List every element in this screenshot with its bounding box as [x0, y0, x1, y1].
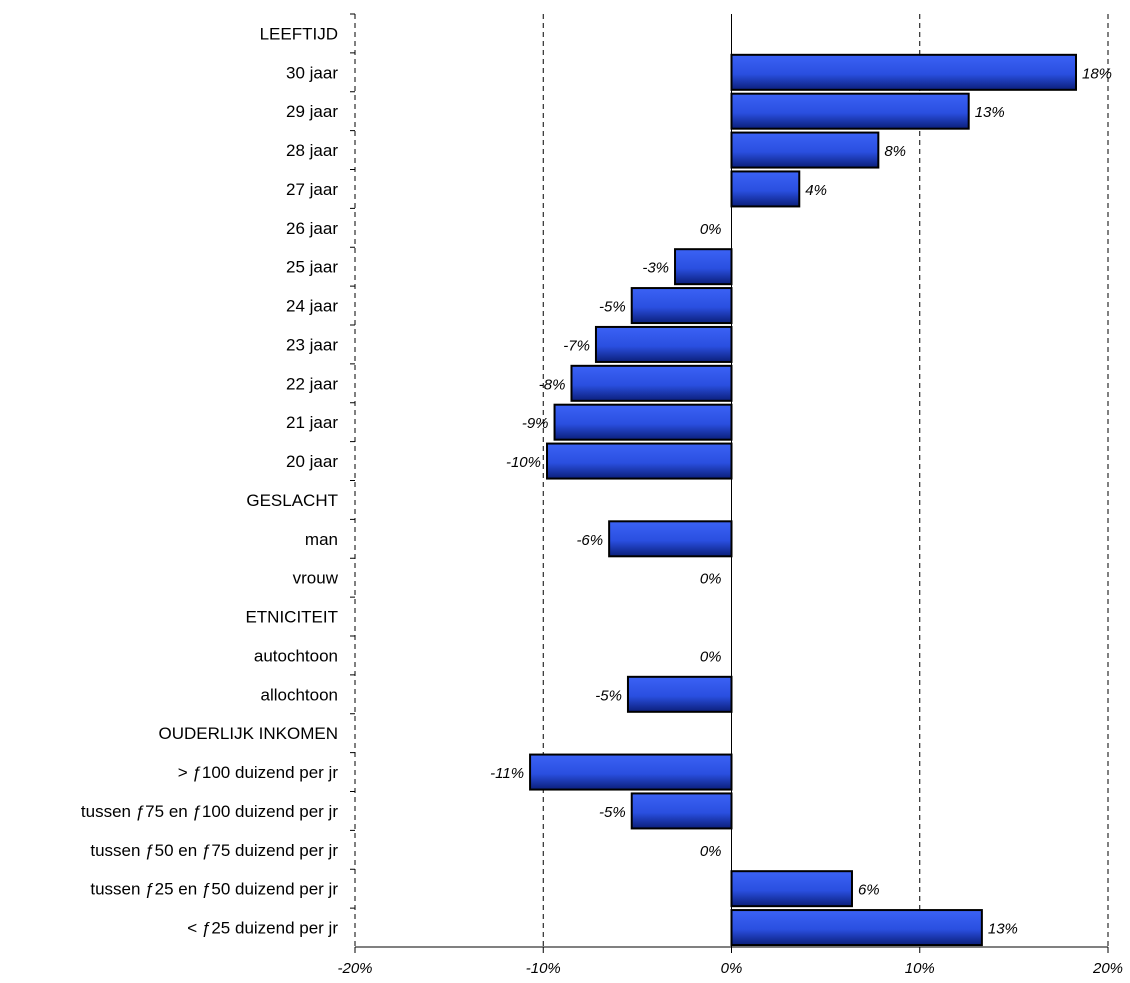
bar — [730, 909, 983, 947]
category-label: vrouw — [293, 569, 339, 588]
data-label: 0% — [700, 221, 722, 238]
data-label: 8% — [884, 143, 906, 160]
bar — [630, 287, 733, 325]
data-label: -10% — [506, 454, 541, 471]
category-label: 27 jaar — [286, 180, 338, 199]
category-label: 29 jaar — [286, 102, 338, 121]
category-label: allochtoon — [260, 685, 338, 704]
data-label: -11% — [490, 765, 524, 782]
data-label: -5% — [595, 687, 622, 704]
bar — [546, 442, 733, 480]
category-label: 22 jaar — [286, 374, 338, 393]
category-label: man — [305, 530, 338, 549]
category-label: 26 jaar — [286, 219, 338, 238]
bar — [730, 870, 853, 908]
bar — [730, 131, 880, 169]
x-tick-label: -20% — [337, 960, 372, 977]
bar — [529, 753, 733, 791]
bar — [674, 248, 733, 286]
data-label: -7% — [563, 337, 590, 354]
data-label: -8% — [539, 376, 566, 393]
category-label: tussen ƒ50 en ƒ75 duizend per jr — [90, 841, 338, 860]
data-label: -3% — [642, 260, 669, 277]
data-label: 13% — [975, 104, 1005, 121]
bar — [570, 364, 733, 402]
category-label: > ƒ100 duizend per jr — [178, 763, 339, 782]
category-label: < ƒ25 duizend per jr — [187, 919, 338, 938]
bar — [630, 792, 733, 830]
data-label: -6% — [576, 532, 603, 549]
category-label: 24 jaar — [286, 297, 338, 316]
bar — [730, 53, 1077, 91]
bar — [626, 675, 733, 713]
category-label: 23 jaar — [286, 335, 338, 354]
x-tick-label: 10% — [905, 960, 935, 977]
category-label: 25 jaar — [286, 258, 338, 277]
data-label: 4% — [805, 182, 827, 199]
data-label: 0% — [700, 843, 722, 860]
data-label: 0% — [700, 571, 722, 588]
x-tick-label: 0% — [721, 960, 743, 977]
data-label: 6% — [858, 882, 880, 899]
x-tick-label: -10% — [526, 960, 561, 977]
data-label: 18% — [1082, 65, 1112, 82]
category-label: 28 jaar — [286, 141, 338, 160]
data-label: -5% — [599, 804, 626, 821]
category-label: GESLACHT — [246, 491, 338, 510]
data-label: -5% — [599, 299, 626, 316]
data-label: -9% — [522, 415, 549, 432]
bar — [730, 170, 801, 208]
category-label: tussen ƒ75 en ƒ100 duizend per jr — [81, 802, 338, 821]
category-label: OUDERLIJK INKOMEN — [159, 724, 338, 743]
x-tick-label: 20% — [1092, 960, 1123, 977]
category-label: autochtoon — [254, 646, 338, 665]
category-label: ETNICITEIT — [245, 608, 338, 627]
data-label: 0% — [700, 648, 722, 665]
category-label: LEEFTIJD — [260, 24, 338, 43]
data-label: 13% — [988, 921, 1018, 938]
category-label: 21 jaar — [286, 413, 338, 432]
bar — [730, 92, 970, 130]
category-label: tussen ƒ25 en ƒ50 duizend per jr — [90, 880, 338, 899]
category-label: 20 jaar — [286, 452, 338, 471]
bar — [553, 403, 733, 441]
category-label: 30 jaar — [286, 63, 338, 82]
bar — [594, 325, 733, 363]
bar — [608, 520, 733, 558]
